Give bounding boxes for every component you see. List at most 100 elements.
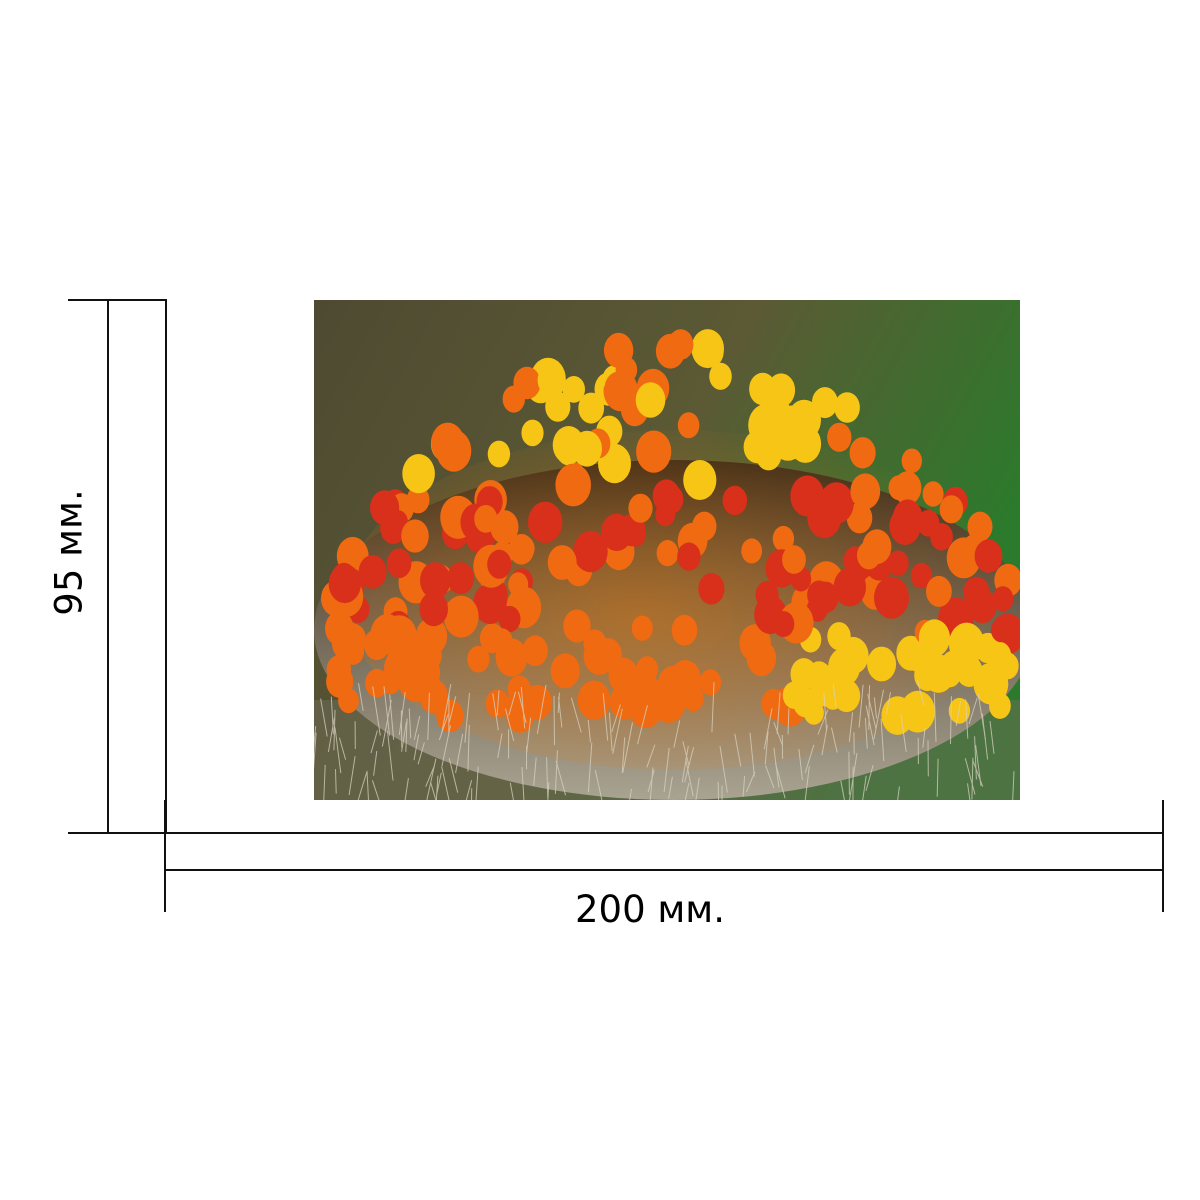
hair [587,719,591,743]
anther [987,641,1012,671]
anther [636,430,672,473]
anther [521,419,544,447]
anther [896,635,926,671]
anther [850,473,881,510]
hair [897,786,900,800]
height-dimension-label: 95 мм. [47,489,91,616]
anther [709,362,732,390]
hair [533,757,537,786]
hair [621,737,626,774]
anther [992,586,1014,612]
hair [496,690,500,716]
anther [443,595,479,638]
hair [804,744,815,774]
hair [401,721,407,752]
anther-cluster [321,329,1020,735]
anther [528,501,563,543]
height-dim-top-tick [68,299,166,301]
anther [677,412,700,439]
hair [425,765,435,787]
hair [922,727,926,748]
hair [865,765,874,791]
anther [741,538,763,564]
anther [603,332,634,368]
hair [441,684,452,734]
anther [508,572,529,597]
anther [508,534,535,565]
hair [873,689,884,740]
hair [916,680,925,706]
anther [867,646,897,682]
hair [848,751,850,795]
anther [358,555,387,589]
hair [950,696,952,745]
hair [467,724,470,772]
hair [536,684,547,734]
anther [698,573,725,605]
anther [677,542,701,571]
hair [865,705,875,746]
hair [517,691,527,724]
hair [972,760,984,787]
anther [573,530,608,573]
anther [328,564,361,604]
hair [366,770,369,800]
height-dim-line-inner [165,299,167,834]
hair [314,732,317,771]
hair [373,750,378,776]
anther [782,681,806,709]
anther [537,363,566,397]
hair [787,708,790,735]
anther [956,655,983,687]
hair [441,766,450,800]
anther [918,619,951,657]
anther [772,611,795,637]
width-dim-line-upper [164,832,1164,834]
anther [991,617,1012,643]
hair [455,733,464,773]
catkin-image [314,300,1020,800]
hair [465,780,473,800]
anther [939,495,964,524]
anther [384,647,419,690]
anther [922,481,944,507]
anther [790,475,825,517]
hair [989,721,995,754]
hair [955,701,962,726]
anther [562,376,585,403]
anther [699,669,722,696]
anther [406,486,430,514]
hair [774,762,786,799]
anther [989,692,1011,719]
anther [683,460,717,500]
hair [334,727,342,774]
hair [602,693,609,741]
hair [448,696,457,723]
hair [773,722,783,746]
anther [974,539,1003,573]
anther [833,567,866,607]
width-dim-line-lower [164,869,1164,871]
anther [365,668,389,698]
hair [327,717,335,752]
anther [967,511,993,542]
hair [404,778,409,800]
anther [631,615,653,641]
anther [577,680,611,720]
anther [578,392,605,424]
anther [609,684,640,720]
hair [521,767,525,800]
anther [547,545,577,580]
anther [338,688,359,714]
hair [717,781,720,800]
hair [798,749,803,780]
hair [509,782,514,800]
anther [803,700,824,725]
hair [427,692,430,741]
hair [405,718,408,753]
anther [749,372,777,406]
anther [325,611,354,646]
hair [471,788,473,800]
hair [684,747,695,783]
hair [968,697,978,725]
